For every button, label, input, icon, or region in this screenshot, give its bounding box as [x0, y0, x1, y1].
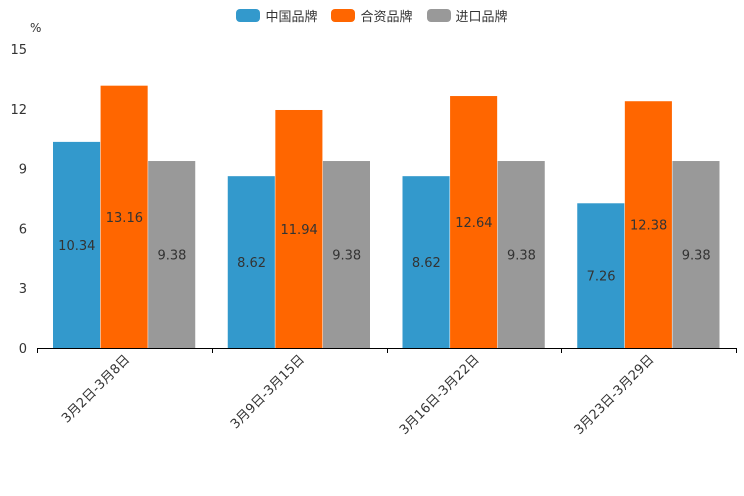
y-tick-label-0: 0: [19, 342, 27, 357]
y-tick-label-6: 6: [19, 222, 27, 237]
y-tick-label-9: 9: [19, 163, 27, 178]
data-label-0-3: 7.26: [587, 270, 616, 285]
legend-label-china-brand: 中国品牌: [265, 10, 318, 25]
data-label-2-3: 9.38: [682, 249, 711, 264]
y-tick-label-15: 15: [10, 43, 27, 58]
bar-2-1: [322, 161, 370, 348]
bar-0-2: [402, 176, 450, 348]
bar-2-0: [148, 161, 196, 348]
x-tick-label-2: 3月16日-3月22日: [397, 352, 483, 438]
legend-item-imported-brand[interactable]: 进口品牌: [426, 6, 508, 25]
x-tick-label-0: 3月2日-3月8日: [59, 352, 133, 426]
data-label-2-2: 9.38: [507, 249, 536, 264]
x-tick-label-1: 3月9日-3月15日: [228, 352, 308, 432]
bar-1-0: [100, 85, 148, 348]
legend: 中国品牌 合资品牌 进口品牌: [0, 6, 744, 25]
legend-item-joint-venture-brand[interactable]: 合资品牌: [331, 6, 413, 25]
legend-item-china-brand[interactable]: 中国品牌: [236, 6, 317, 25]
y-tick-label-12: 12: [10, 103, 27, 118]
bar-2-2: [497, 161, 545, 348]
data-label-0-1: 8.62: [237, 256, 266, 271]
data-label-0-0: 10.34: [58, 239, 95, 254]
data-label-2-0: 9.38: [157, 249, 186, 264]
legend-label-joint-venture-brand: 合资品牌: [360, 10, 413, 25]
data-label-0-2: 8.62: [412, 256, 441, 271]
x-tick-label-3: 3月23日-3月29日: [572, 352, 658, 438]
legend-swatch-china-brand: [236, 9, 261, 22]
data-label-1-1: 11.94: [281, 223, 318, 238]
data-label-1-0: 13.16: [106, 211, 143, 226]
data-label-1-3: 12.38: [630, 219, 667, 234]
legend-swatch-imported-brand: [426, 9, 451, 22]
bar-0-0: [53, 141, 101, 348]
data-label-1-2: 12.64: [455, 216, 492, 231]
bar-2-3: [672, 161, 720, 348]
bar-1-1: [275, 109, 323, 348]
bar-0-3: [577, 203, 625, 348]
bar-0-1: [227, 176, 275, 348]
data-label-2-1: 9.38: [332, 249, 361, 264]
bar-1-2: [450, 96, 498, 348]
bar-1-3: [624, 101, 672, 348]
legend-swatch-joint-venture-brand: [331, 9, 356, 22]
legend-label-imported-brand: 进口品牌: [455, 10, 508, 25]
y-axis-unit: %: [30, 21, 42, 35]
y-tick-label-3: 3: [19, 282, 27, 297]
